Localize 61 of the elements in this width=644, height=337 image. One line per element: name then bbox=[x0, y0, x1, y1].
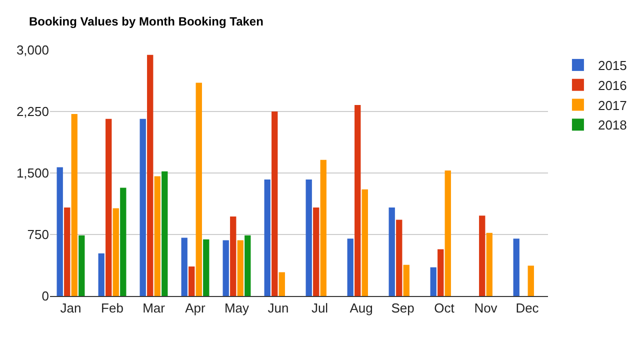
legend-label: 2018 bbox=[598, 118, 627, 133]
bar bbox=[320, 160, 326, 296]
bar bbox=[438, 249, 444, 296]
bar bbox=[222, 240, 229, 296]
x-tick-label: Oct bbox=[434, 300, 455, 316]
bar bbox=[56, 167, 63, 296]
chart-title: Booking Values by Month Booking Taken bbox=[28, 14, 264, 28]
x-tick-label: Jul bbox=[311, 300, 328, 316]
bar bbox=[388, 207, 395, 296]
bar bbox=[354, 104, 361, 296]
x-tick-label: Feb bbox=[101, 300, 124, 316]
bar bbox=[396, 220, 402, 296]
bar bbox=[272, 112, 278, 296]
bar bbox=[71, 114, 78, 296]
bar bbox=[64, 207, 70, 296]
bar bbox=[196, 82, 202, 296]
x-tick-label: Jun bbox=[268, 300, 289, 316]
x-tick-label: Jan bbox=[60, 300, 82, 316]
bar bbox=[430, 267, 436, 296]
bar bbox=[98, 253, 104, 296]
bar bbox=[147, 54, 154, 296]
x-tick-label: Aug bbox=[350, 300, 373, 316]
bar bbox=[513, 238, 520, 296]
y-tick-label: 2,250 bbox=[16, 104, 49, 120]
bar bbox=[140, 118, 146, 296]
bar bbox=[278, 272, 285, 296]
y-tick-label: 0 bbox=[42, 288, 49, 304]
x-tick-label: Dec bbox=[516, 300, 540, 316]
bar bbox=[403, 264, 410, 296]
x-tick-label: Apr bbox=[185, 300, 206, 316]
bar bbox=[112, 208, 119, 296]
bar bbox=[120, 188, 126, 296]
bar bbox=[306, 180, 312, 296]
bar bbox=[162, 171, 168, 296]
y-tick-label: 750 bbox=[27, 227, 49, 242]
bar bbox=[347, 238, 354, 296]
bar bbox=[181, 238, 188, 296]
bar bbox=[264, 180, 270, 296]
bar bbox=[237, 240, 244, 296]
legend-label: 2017 bbox=[598, 98, 627, 113]
x-tick-label: Nov bbox=[474, 300, 498, 316]
bar bbox=[188, 266, 195, 296]
bar bbox=[444, 170, 451, 296]
legend-label: 2016 bbox=[598, 78, 627, 93]
bar bbox=[78, 235, 85, 296]
bar bbox=[362, 189, 368, 296]
bar bbox=[106, 118, 112, 296]
legend-label: 2015 bbox=[598, 58, 627, 74]
bar bbox=[230, 216, 236, 296]
bar bbox=[528, 266, 534, 296]
x-tick-label: Mar bbox=[142, 300, 166, 316]
bar bbox=[244, 235, 251, 296]
bar bbox=[479, 216, 486, 296]
y-tick-label: 3,000 bbox=[16, 42, 49, 58]
bar bbox=[203, 239, 210, 296]
bar bbox=[154, 176, 160, 296]
bar bbox=[313, 207, 320, 296]
x-tick-label: May bbox=[224, 300, 250, 316]
y-tick-label: 1,500 bbox=[16, 166, 49, 181]
x-tick-label: Sep bbox=[391, 300, 414, 316]
bar bbox=[486, 232, 492, 296]
